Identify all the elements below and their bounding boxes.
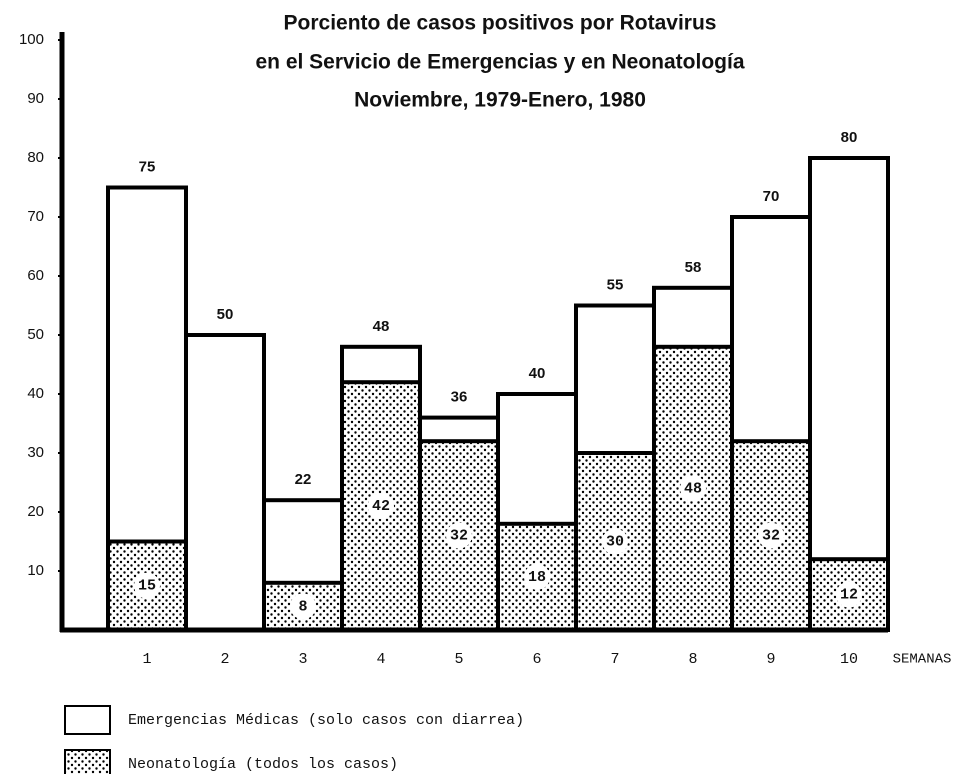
- label-bg: [524, 563, 550, 590]
- data-label: 70: [763, 188, 780, 205]
- data-label: 12: [840, 587, 858, 604]
- data-label: 32: [450, 528, 468, 545]
- y-tick-label: 60: [27, 267, 44, 284]
- x-tick-label: 1: [142, 651, 151, 668]
- legend-swatch: [64, 749, 111, 774]
- x-tick-label: 5: [454, 651, 463, 668]
- data-label: 48: [684, 480, 702, 497]
- y-tick-label: 20: [27, 503, 44, 520]
- data-label: 80: [841, 129, 858, 146]
- x-axis-label: SEMANAS: [893, 652, 952, 668]
- y-tick-label: 100: [19, 31, 44, 48]
- label-bg: [134, 572, 160, 599]
- y-tick-label: 40: [27, 385, 44, 402]
- legend-swatch: [64, 705, 111, 735]
- y-tick-label: 80: [27, 149, 44, 166]
- y-tick-label: 10: [27, 562, 44, 579]
- label-bg: [836, 581, 862, 608]
- x-tick-label: 9: [766, 651, 775, 668]
- label-bg: [680, 475, 706, 502]
- label-bg: [602, 528, 628, 555]
- data-label: 42: [372, 498, 390, 515]
- legend-label: Emergencias Médicas (solo casos con diar…: [128, 712, 524, 729]
- data-label: 58: [685, 259, 702, 276]
- legend-label: Neonatología (todos los casos): [128, 756, 398, 773]
- x-tick-label: 7: [610, 651, 619, 668]
- chart-title: Noviembre, 1979-Enero, 1980: [354, 89, 646, 112]
- bar: [808, 156, 890, 632]
- data-label: 75: [139, 158, 156, 175]
- y-tick-label: 30: [27, 444, 44, 461]
- y-tick-label: 70: [27, 208, 44, 225]
- x-tick-label: 10: [840, 651, 858, 668]
- data-label: 55: [607, 276, 624, 293]
- label-bg: [290, 593, 316, 620]
- bar: [184, 333, 266, 632]
- chart-title: en el Servicio de Emergencias y en Neona…: [255, 51, 744, 74]
- data-label: 22: [295, 471, 312, 488]
- data-label: 50: [217, 306, 234, 323]
- bar: [730, 439, 812, 633]
- bar: [340, 380, 422, 633]
- data-label: 48: [373, 318, 390, 335]
- label-bg: [368, 493, 394, 520]
- x-tick-label: 8: [688, 651, 697, 668]
- data-label: 40: [529, 365, 546, 382]
- label-bg: [758, 522, 784, 549]
- data-label: 18: [528, 569, 546, 586]
- data-label: 36: [451, 389, 468, 406]
- x-tick-label: 4: [376, 651, 385, 668]
- data-label: 30: [606, 533, 624, 550]
- data-label: 15: [138, 578, 156, 595]
- x-tick-label: 3: [298, 651, 307, 668]
- label-bg: [446, 522, 472, 549]
- x-tick-label: 6: [532, 651, 541, 668]
- x-tick-label: 2: [220, 651, 229, 668]
- y-tick-label: 50: [27, 326, 44, 343]
- data-label: 8: [298, 598, 307, 615]
- chart-title: Porciento de casos positivos por Rotavir…: [284, 12, 717, 35]
- y-tick-label: 90: [27, 90, 44, 107]
- data-label: 32: [762, 528, 780, 545]
